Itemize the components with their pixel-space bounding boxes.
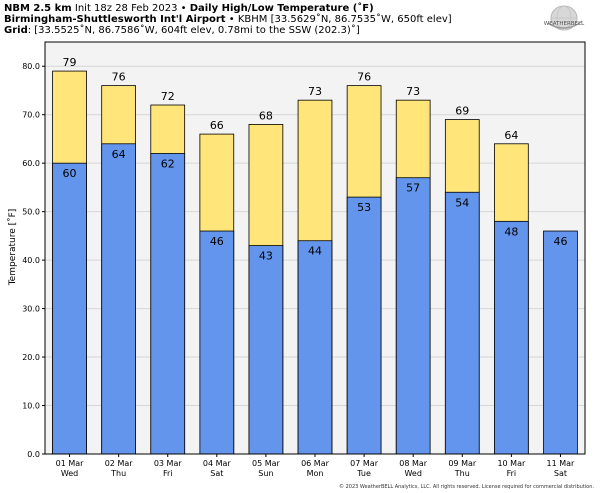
x-tick-date: 04 Mar <box>203 459 232 468</box>
x-tick-date: 11 Mar <box>547 459 576 468</box>
header-line-grid: Grid: [33.5525˚N, 86.7586˚W, 604ft elev,… <box>4 25 360 36</box>
low-value-label: 53 <box>357 201 371 214</box>
low-bar <box>101 143 136 455</box>
y-tick-label: 0.0 <box>27 450 40 459</box>
x-tick-day: Thu <box>454 469 470 478</box>
y-axis: 0.0 10.0 20.0 30.0 40.0 50.0 60.0 70.0 80.0 <box>22 62 45 459</box>
weatherbell-logo: WEATHERBELL <box>544 5 585 31</box>
x-tick-date: 10 Mar <box>497 459 526 468</box>
low-bar <box>346 196 382 455</box>
x-tick-date: 08 Mar <box>399 459 428 468</box>
station-name: Birmingham-Shuttlesworth Int'l Airport <box>4 14 226 25</box>
y-tick-label: 10.0 <box>22 402 40 411</box>
low-value-label: 43 <box>259 250 273 263</box>
x-tick-date: 02 Mar <box>105 459 134 468</box>
x-tick-day: Sat <box>554 469 567 478</box>
x-tick-day: Fri <box>507 469 517 478</box>
low-bar <box>444 191 480 455</box>
y-tick-label: 30.0 <box>22 305 40 314</box>
header-line-station: Birmingham-Shuttlesworth Int'l Airport •… <box>4 14 452 25</box>
low-value-label: 48 <box>504 225 518 238</box>
y-tick-label: 60.0 <box>22 159 40 168</box>
x-tick-day: Wed <box>404 469 421 478</box>
x-tick-day: Thu <box>110 469 126 478</box>
grid-label: Grid <box>4 25 28 36</box>
low-value-label: 44 <box>308 245 322 258</box>
low-bar <box>52 162 87 455</box>
y-tick-label: 40.0 <box>22 256 40 265</box>
low-value-label: 62 <box>161 157 175 170</box>
x-tick-day: Sat <box>210 469 223 478</box>
high-value-label: 76 <box>112 71 126 84</box>
high-value-label: 64 <box>504 129 518 142</box>
high-value-label: 76 <box>357 71 371 84</box>
copyright-notice: © 2023 WeatherBELL Analytics, LLC. All r… <box>339 484 594 490</box>
x-tick-day: Sun <box>258 469 273 478</box>
low-value-label: 46 <box>210 235 224 248</box>
init-time: Init 18z 28 Feb 2023 • <box>71 3 190 14</box>
y-tick-label: 20.0 <box>22 353 40 362</box>
low-bar <box>199 230 235 455</box>
x-tick-date: 03 Mar <box>154 459 183 468</box>
high-value-label: 66 <box>210 119 224 132</box>
x-tick-date: 07 Mar <box>350 459 379 468</box>
low-value-label: 57 <box>406 182 420 195</box>
y-axis-label: Temperature [˚F] <box>7 209 18 287</box>
low-bar <box>297 240 333 455</box>
low-bar <box>248 245 284 455</box>
x-tick-day: Tue <box>356 469 371 478</box>
low-value-label: 64 <box>112 148 126 161</box>
x-tick-day: Wed <box>61 469 78 478</box>
high-value-label: 79 <box>63 56 77 69</box>
logo-wordmark: WEATHERBELL <box>544 21 585 27</box>
header-line-model: NBM 2.5 km Init 18z 28 Feb 2023 • Daily … <box>4 3 374 14</box>
low-value-label: 46 <box>553 235 567 248</box>
model-name: NBM 2.5 km <box>4 3 72 14</box>
x-tick-day: Fri <box>163 469 173 478</box>
x-tick-date: 05 Mar <box>252 459 281 468</box>
product-title: Daily High/Low Temperature (˚F) <box>189 3 374 14</box>
x-tick-date: 01 Mar <box>56 459 85 468</box>
low-bar <box>494 220 529 455</box>
y-tick-label: 80.0 <box>22 62 40 71</box>
high-value-label: 73 <box>308 85 322 98</box>
low-value-label: 54 <box>455 196 469 209</box>
high-value-label: 68 <box>259 109 273 122</box>
low-value-label: 60 <box>63 167 77 180</box>
high-value-label: 73 <box>406 85 420 98</box>
y-tick-label: 70.0 <box>22 111 40 120</box>
low-bar <box>395 177 431 455</box>
station-info: • KBHM [33.5629˚N, 86.7535˚W, 650ft elev… <box>225 14 452 25</box>
high-value-label: 72 <box>161 90 175 103</box>
low-bar <box>150 153 186 455</box>
grid-info: : [33.5525˚N, 86.7586˚W, 604ft elev, 0.7… <box>27 25 360 36</box>
low-bar <box>543 230 578 455</box>
x-tick-date: 06 Mar <box>301 459 330 468</box>
high-value-label: 69 <box>455 105 469 118</box>
y-tick-label: 50.0 <box>22 208 40 217</box>
data-labels: 79 60 76 64 72 62 66 46 68 43 73 44 76 53 73 57 69 54 64 48… <box>63 56 568 262</box>
x-tick-day: Mon <box>307 469 324 478</box>
x-tick-date: 09 Mar <box>448 459 477 468</box>
bars <box>52 70 578 455</box>
